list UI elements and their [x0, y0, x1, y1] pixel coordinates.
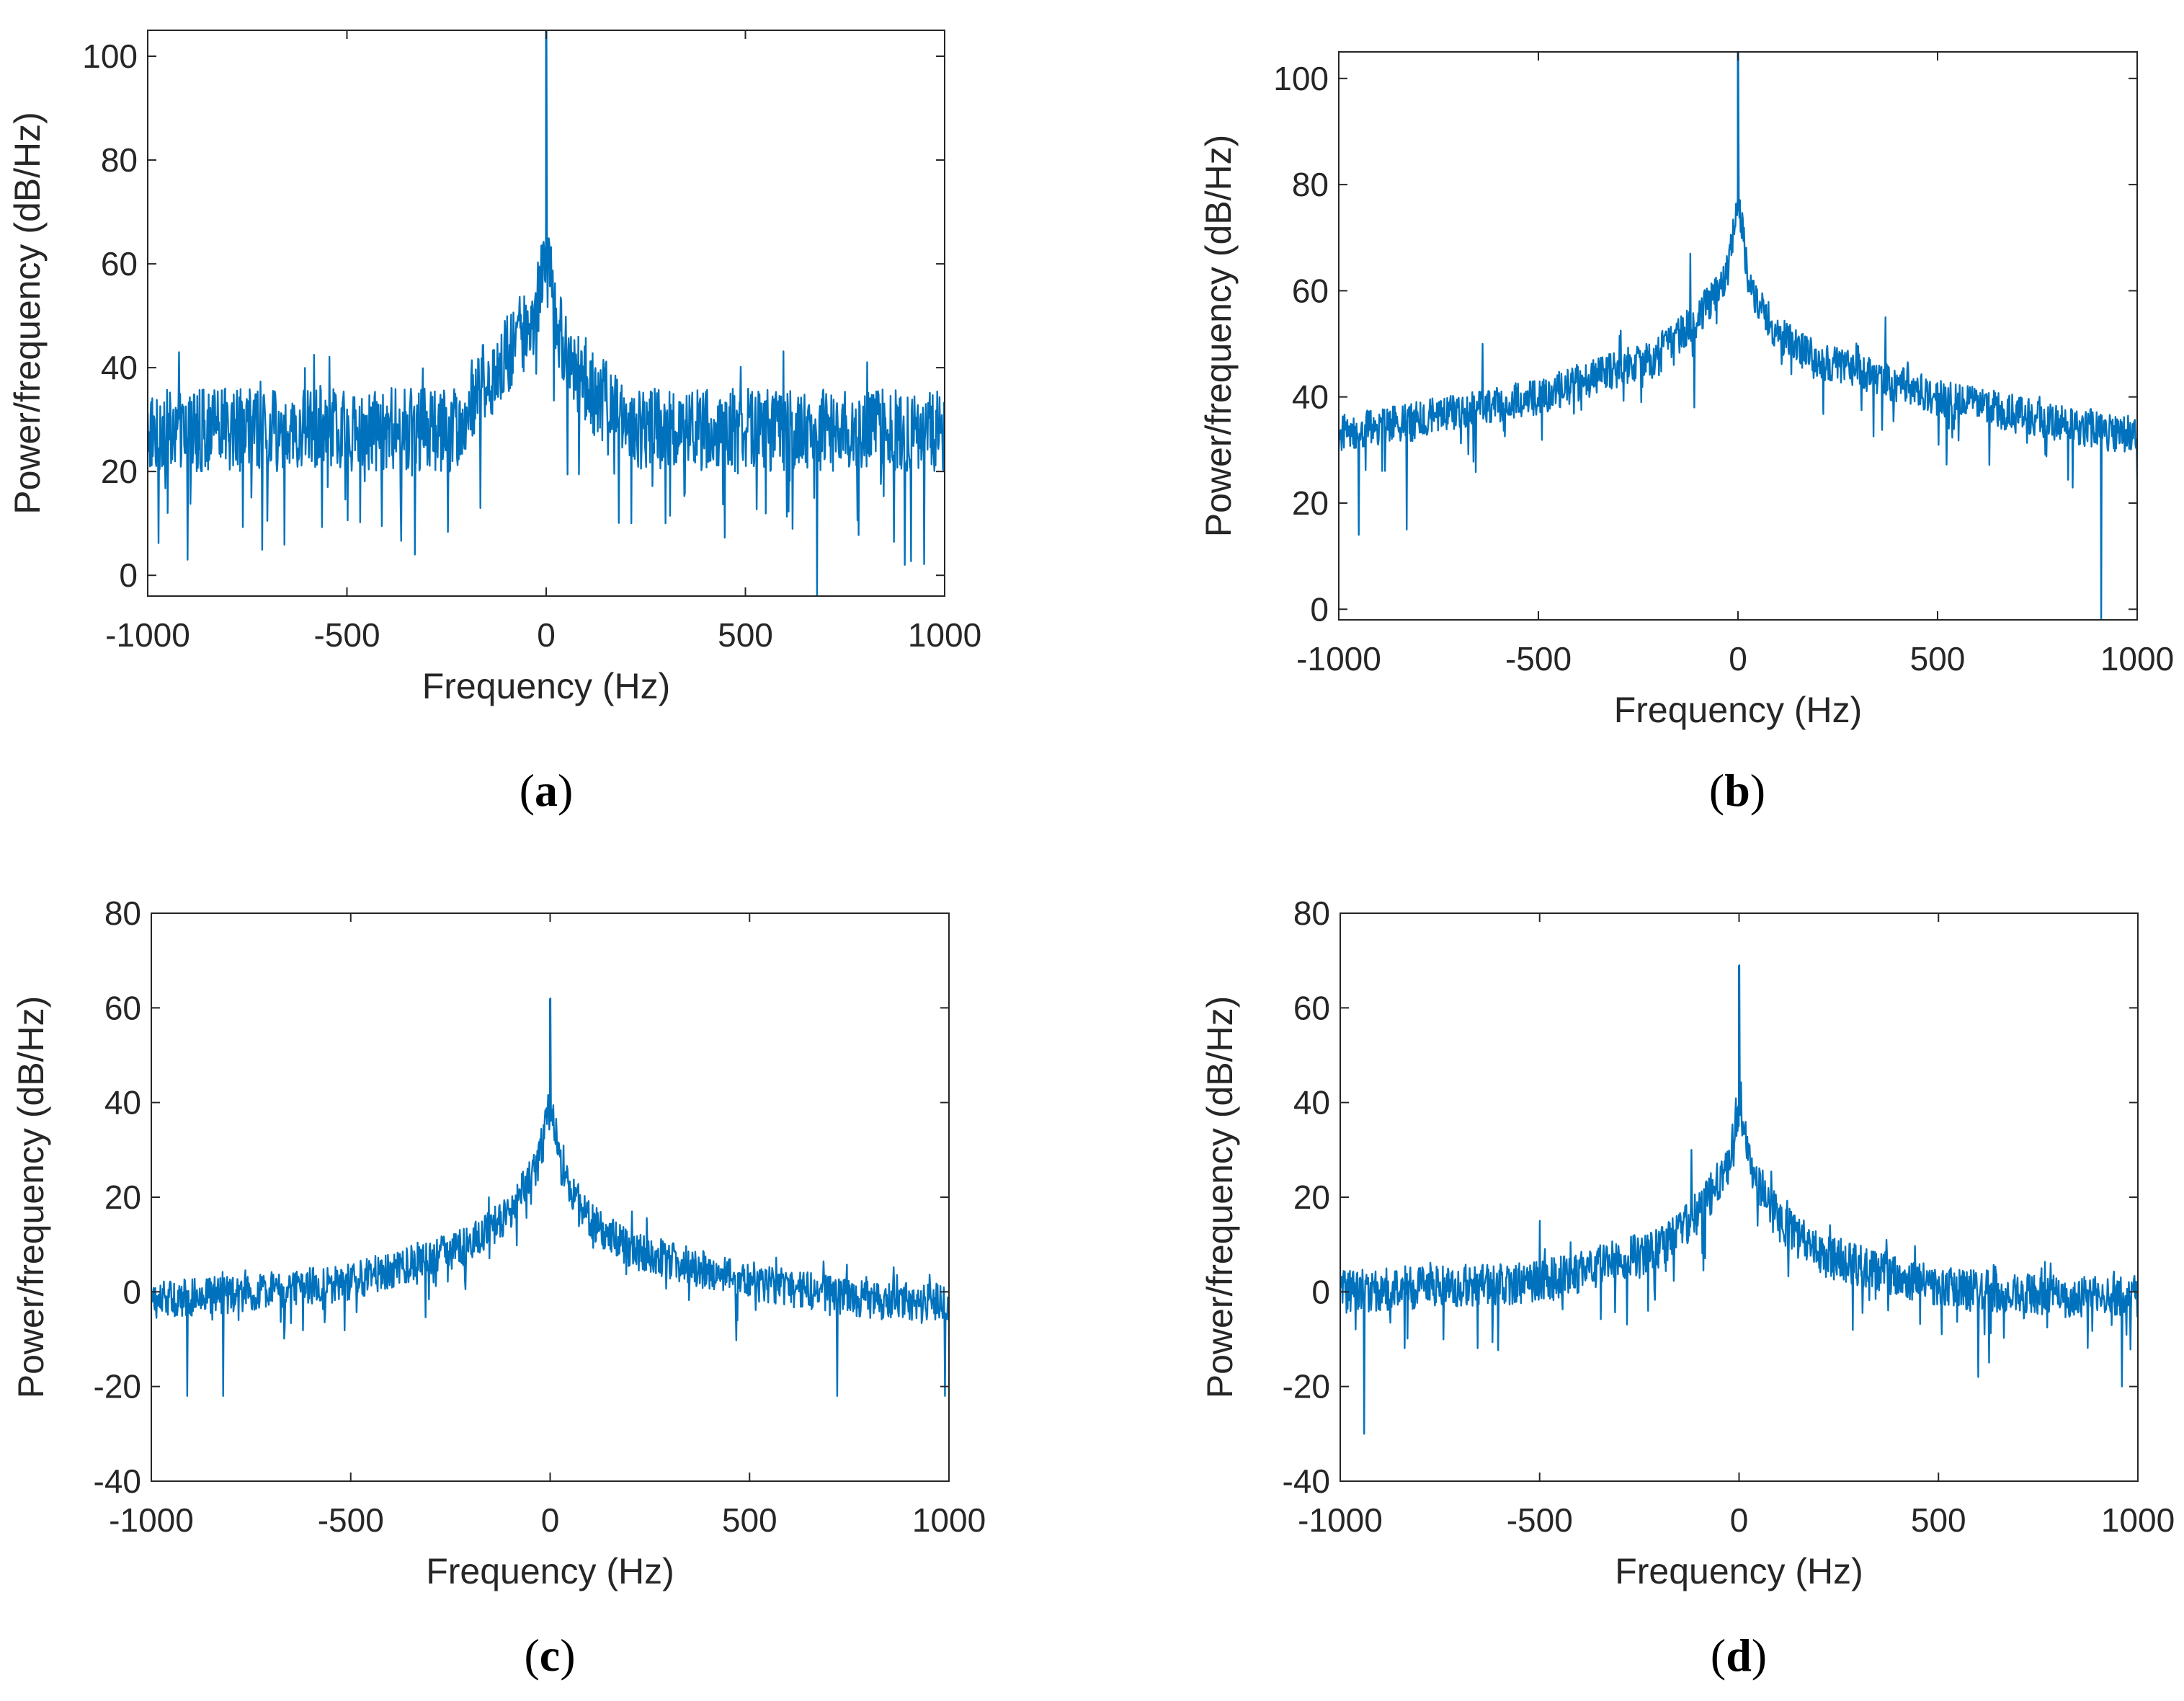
y-tick-label: 0: [122, 1273, 141, 1310]
x-tick-label: 1000: [2101, 1501, 2175, 1539]
panel-caption: (b): [1709, 765, 1765, 816]
y-tick-label: 0: [1310, 590, 1329, 628]
x-tick-label: 0: [1729, 640, 1747, 678]
y-axis-label: Power/frequency (dB/Hz): [11, 996, 51, 1399]
y-axis-label: Power/frequency (dB/Hz): [1200, 996, 1240, 1399]
y-tick-label: 20: [101, 453, 138, 490]
x-tick-label: 0: [1730, 1501, 1749, 1539]
x-tick-label: -500: [1507, 1501, 1573, 1539]
panel-caption: (d): [1711, 1630, 1767, 1681]
chart-panel-d: -1000 -500 0 500 1000 -40 -20 0 20 40 60 80 Frequenc…: [1200, 894, 2175, 1681]
y-tick-label: 40: [1293, 1084, 1330, 1122]
y-tick-label: -40: [94, 1462, 141, 1500]
y-tick-label: 20: [1292, 484, 1329, 522]
y-tick-label: 0: [119, 556, 138, 594]
y-axis-label: Power/frequency (dB/Hz): [7, 112, 48, 515]
x-tick-label: -1000: [1296, 640, 1381, 678]
y-tick-label: 40: [104, 1084, 141, 1122]
y-tick-label: 80: [104, 894, 141, 932]
y-tick-label: -20: [94, 1368, 141, 1405]
x-tick-label: -500: [313, 616, 380, 654]
x-tick-label: 500: [718, 616, 773, 654]
y-tick-label: 40: [1292, 378, 1329, 416]
x-tick-label: -1000: [1298, 1501, 1383, 1539]
x-axis-label: Frequency (Hz): [422, 666, 671, 706]
chart-panel-a: -1000 -500 0 500 1000 0 20 40 60 80 100 Frequency (…: [7, 30, 981, 816]
y-tick-label: 100: [1273, 60, 1329, 97]
y-tick-label: 0: [1311, 1273, 1330, 1310]
y-tick-label: 100: [82, 37, 138, 75]
x-tick-label: 0: [541, 1501, 560, 1539]
y-tick-label: 80: [1293, 894, 1330, 932]
chart-panel-b: -1000 -500 0 500 1000 0 20 40 60 80 100 Frequency (…: [1198, 51, 2174, 816]
x-tick-label: 500: [1910, 640, 1966, 678]
x-axis-label: Frequency (Hz): [1614, 690, 1863, 730]
panel-caption-letter: a: [535, 765, 558, 816]
x-tick-label: 1000: [2100, 640, 2174, 678]
x-tick-label: 500: [722, 1501, 777, 1539]
y-tick-label: 20: [104, 1178, 141, 1216]
y-tick-label: 20: [1293, 1178, 1330, 1216]
y-tick-label: 60: [104, 989, 141, 1026]
panel-caption-letter: b: [1724, 765, 1750, 816]
y-tick-label: 60: [1293, 989, 1330, 1026]
y-tick-label: 80: [1292, 166, 1329, 203]
y-tick-label: 80: [101, 141, 138, 179]
panel-caption: (a): [520, 765, 574, 816]
panel-caption-letter: d: [1726, 1630, 1752, 1681]
y-axis-label: Power/frequency (dB/Hz): [1198, 135, 1239, 538]
x-tick-label: 500: [1911, 1501, 1966, 1539]
x-tick-label: 0: [537, 616, 556, 654]
panel-caption-letter: c: [540, 1630, 560, 1681]
panel-caption: (c): [524, 1630, 575, 1681]
x-tick-label: -1000: [109, 1501, 194, 1539]
x-axis-label: Frequency (Hz): [426, 1551, 674, 1591]
x-tick-label: 1000: [912, 1501, 986, 1539]
chart-panel-c: -1000 -500 0 500 1000 -40 -20 0 20 40 60 80 Frequenc…: [11, 894, 986, 1681]
y-tick-label: 60: [1292, 272, 1329, 309]
y-tick-label: 60: [101, 245, 138, 283]
x-tick-label: -1000: [105, 616, 190, 654]
x-tick-label: -500: [318, 1501, 384, 1539]
y-tick-label: 40: [101, 349, 138, 386]
x-tick-label: -500: [1505, 640, 1572, 678]
y-tick-label: -20: [1283, 1368, 1330, 1405]
x-axis-label: Frequency (Hz): [1615, 1551, 1863, 1591]
x-tick-label: 1000: [908, 616, 981, 654]
y-tick-label: -40: [1283, 1462, 1330, 1500]
